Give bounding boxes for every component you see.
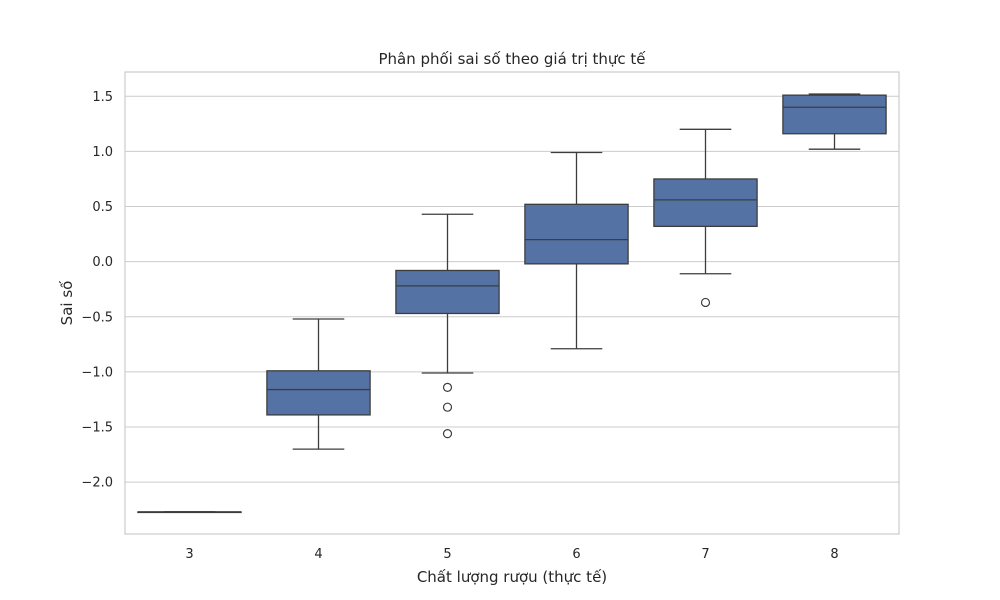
x-tick-label: 4 bbox=[314, 547, 322, 562]
outlier-point bbox=[442, 429, 453, 439]
y-axis-label: Sai số bbox=[58, 280, 76, 325]
y-tick-label: −2.0 bbox=[81, 476, 113, 491]
y-tick-labels: −2.0 −1.5 −1.0 −0.5 0.0 0.5 1.0 1.5 bbox=[81, 90, 113, 491]
box-group-7 bbox=[653, 128, 758, 308]
x-tick-label: 5 bbox=[443, 547, 451, 562]
x-tick-label: 8 bbox=[830, 547, 838, 562]
box-group-5 bbox=[395, 213, 500, 439]
iqr-box bbox=[524, 203, 629, 265]
x-tick-label: 6 bbox=[572, 547, 580, 562]
box-group-6 bbox=[524, 151, 629, 350]
chart-title: Phân phối sai số theo giá trị thực tế bbox=[378, 50, 646, 68]
iqr-box bbox=[266, 370, 371, 416]
x-tick-labels: 3 4 5 6 7 8 bbox=[185, 547, 838, 562]
y-tick-label: 1.0 bbox=[92, 145, 113, 160]
outlier-point bbox=[442, 402, 453, 412]
box-group-8 bbox=[782, 93, 887, 150]
y-tick-label: −1.5 bbox=[81, 421, 113, 436]
x-tick-label: 3 bbox=[185, 547, 193, 562]
x-axis-label: Chất lượng rượu (thực tế) bbox=[417, 568, 607, 586]
y-tick-label: −1.0 bbox=[81, 365, 113, 380]
plot-frame bbox=[124, 71, 900, 535]
iqr-box bbox=[395, 269, 500, 315]
iqr-box bbox=[782, 94, 887, 135]
y-tick-label: 0.5 bbox=[92, 200, 113, 215]
y-tick-label: −0.5 bbox=[81, 310, 113, 325]
iqr-box bbox=[653, 178, 758, 228]
box-group-4 bbox=[266, 318, 371, 450]
box-layer bbox=[137, 93, 887, 514]
outlier-point bbox=[700, 297, 711, 308]
y-tick-label: 1.5 bbox=[92, 90, 113, 105]
box-group-3 bbox=[137, 511, 242, 514]
y-tick-label: 0.0 bbox=[92, 255, 113, 270]
outlier-point bbox=[442, 382, 453, 392]
grid-layer bbox=[125, 95, 899, 483]
x-tick-label: 7 bbox=[701, 547, 709, 562]
